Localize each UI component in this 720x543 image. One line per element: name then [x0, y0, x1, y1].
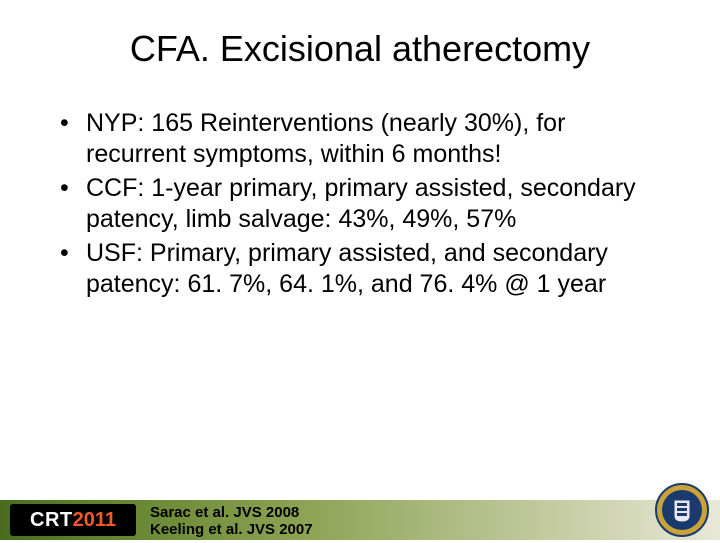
slide-title: CFA. Excisional atherectomy	[50, 28, 670, 70]
badge-year: 2011	[73, 509, 116, 532]
citation-line: Keeling et al. JVS 2007	[150, 521, 313, 538]
badge-prefix: CRT	[30, 509, 73, 532]
bullet-item: NYP: 165 Reinterventions (nearly 30%), f…	[58, 108, 670, 169]
bullet-list: NYP: 165 Reinterventions (nearly 30%), f…	[50, 108, 670, 299]
university-seal-icon	[654, 482, 710, 538]
bullet-item: CCF: 1-year primary, primary assisted, s…	[58, 173, 670, 234]
slide-footer: CRT2011 Sarac et al. JVS 2008 Keeling et…	[0, 492, 720, 540]
citation-line: Sarac et al. JVS 2008	[150, 504, 313, 521]
bullet-item: USF: Primary, primary assisted, and seco…	[58, 238, 670, 299]
crt-badge: CRT2011	[10, 504, 136, 536]
slide-container: CFA. Excisional atherectomy NYP: 165 Rei…	[0, 0, 720, 540]
citations: Sarac et al. JVS 2008 Keeling et al. JVS…	[150, 504, 313, 539]
